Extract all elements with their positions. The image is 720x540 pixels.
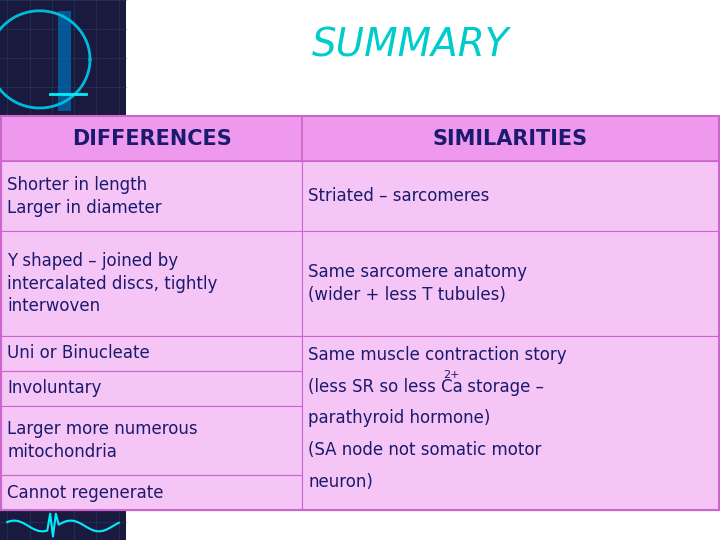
FancyBboxPatch shape — [1, 231, 302, 336]
Text: SIMILARITIES: SIMILARITIES — [433, 129, 588, 148]
Text: Same sarcomere anatomy
(wider + less T tubules): Same sarcomere anatomy (wider + less T t… — [308, 263, 527, 304]
Text: Striated – sarcomeres: Striated – sarcomeres — [308, 187, 490, 205]
FancyBboxPatch shape — [302, 116, 719, 161]
FancyBboxPatch shape — [302, 161, 719, 231]
FancyBboxPatch shape — [1, 161, 302, 231]
Text: Larger more numerous
mitochondria: Larger more numerous mitochondria — [7, 420, 198, 461]
FancyBboxPatch shape — [1, 371, 302, 406]
Text: Shorter in length
Larger in diameter: Shorter in length Larger in diameter — [7, 176, 162, 217]
Text: parathyroid hormone): parathyroid hormone) — [308, 409, 490, 427]
Text: Cannot regenerate: Cannot regenerate — [7, 484, 163, 502]
Text: DIFFERENCES: DIFFERENCES — [72, 129, 232, 148]
Text: storage –: storage – — [462, 377, 544, 396]
FancyBboxPatch shape — [1, 475, 302, 510]
Text: Involuntary: Involuntary — [7, 379, 102, 397]
Text: (SA node not somatic motor: (SA node not somatic motor — [308, 441, 541, 459]
FancyBboxPatch shape — [0, 0, 126, 116]
Text: 2+: 2+ — [444, 369, 460, 380]
FancyBboxPatch shape — [58, 11, 71, 111]
Text: (less SR so less Ca: (less SR so less Ca — [308, 377, 463, 396]
FancyBboxPatch shape — [302, 231, 719, 336]
FancyBboxPatch shape — [0, 505, 126, 540]
Text: Same muscle contraction story: Same muscle contraction story — [308, 346, 567, 364]
Text: Uni or Binucleate: Uni or Binucleate — [7, 345, 150, 362]
FancyBboxPatch shape — [1, 406, 302, 475]
Text: SUMMARY: SUMMARY — [312, 27, 509, 65]
Text: neuron): neuron) — [308, 472, 373, 491]
FancyBboxPatch shape — [1, 116, 302, 161]
FancyBboxPatch shape — [302, 336, 719, 510]
FancyBboxPatch shape — [1, 336, 302, 371]
Text: Y shaped – joined by
intercalated discs, tightly
interwoven: Y shaped – joined by intercalated discs,… — [7, 252, 217, 315]
